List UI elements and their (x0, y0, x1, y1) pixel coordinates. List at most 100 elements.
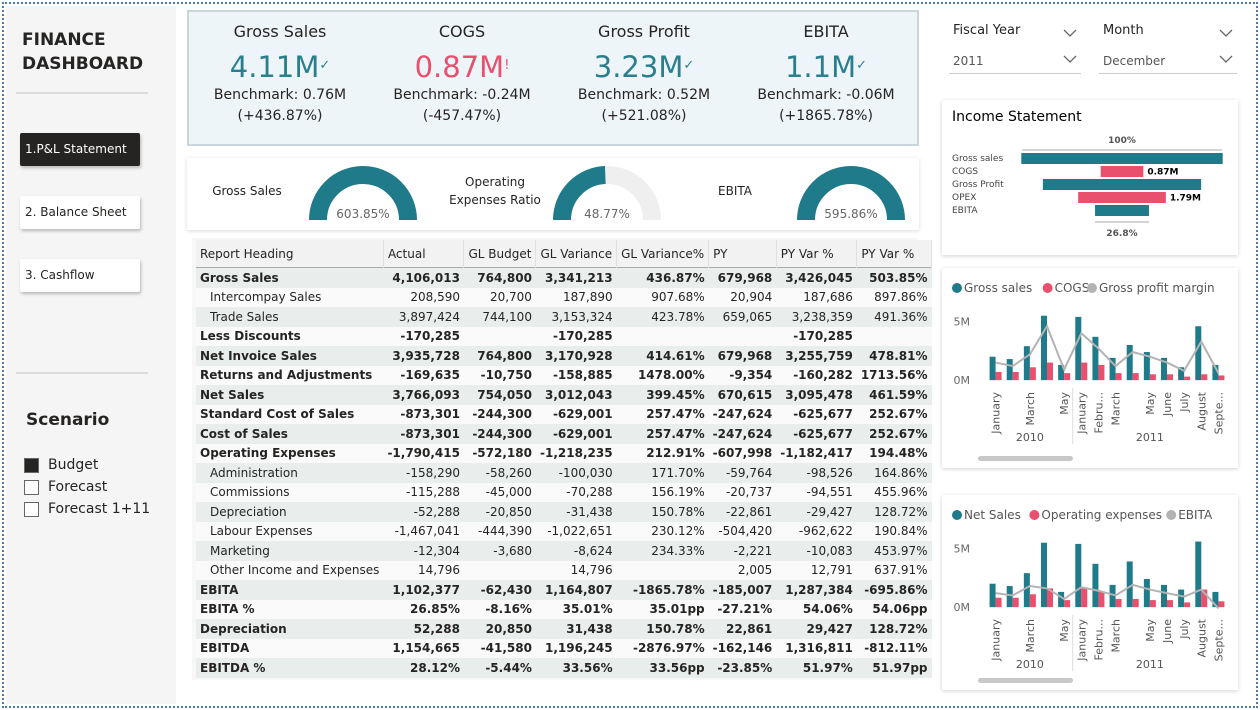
table-cell: 128.72% (869, 621, 928, 636)
table-cell: -20,737 (725, 485, 773, 500)
checkbox[interactable] (24, 479, 39, 495)
kpi-status: ! (504, 58, 510, 73)
table-cell: 150.78% (651, 504, 705, 519)
divider (16, 92, 148, 94)
table-cell: 31,438 (566, 621, 613, 636)
dropdown-value: December (1103, 54, 1166, 68)
table-cell: 2,005 (737, 563, 773, 578)
category-label: OPEX (952, 193, 976, 203)
column-header[interactable]: PY Var % (776, 240, 858, 268)
x-group-label: 2011 (1136, 658, 1164, 671)
kpi-value: 1.1M (784, 50, 857, 84)
x-tick-label: Febru... (1092, 392, 1105, 433)
chart-svg: 595.86% (797, 166, 905, 221)
option-label: Forecast (48, 479, 108, 495)
checkbox[interactable] (24, 501, 39, 517)
table-cell: -100,030 (558, 465, 613, 480)
table-row: Marketing -12,304 -3,680 -8,624 234.33% -2,22… (196, 541, 932, 561)
line (995, 324, 1220, 374)
bar (1006, 586, 1013, 608)
kpi-value-row: 0.87M! (371, 50, 553, 84)
table-cell: 20,850 (485, 621, 532, 636)
nav-button[interactable]: 3. Cashflow (20, 259, 140, 292)
scenario-option[interactable]: Budget (24, 456, 98, 474)
bar (1023, 346, 1030, 381)
kpi-title: COGS (438, 22, 486, 41)
column-header[interactable]: Report Heading (196, 240, 384, 268)
table-row: Labour Expenses -1,467,041 -444,390 -1,022,… (196, 521, 932, 541)
table-cell: -2876.97% (632, 641, 705, 656)
nav-button[interactable]: 2. Balance Sheet (20, 196, 140, 229)
table-cell: 744,100 (482, 309, 532, 324)
divider (16, 372, 148, 374)
column-header[interactable]: Actual (383, 240, 465, 268)
legend-label: Net Sales (964, 508, 1021, 522)
kpi-card: COGS 0.87M! Benchmark: -0.24M (-457.47%) (371, 12, 553, 144)
table-cell (617, 561, 709, 581)
x-tick-label: March (1024, 392, 1037, 426)
x-tick-label: January (1075, 619, 1088, 662)
table-cell: 29,427 (806, 621, 853, 636)
bar (1201, 589, 1208, 608)
scrollbar (978, 456, 1073, 461)
column-header[interactable]: PY Var % (856, 240, 933, 268)
table-cell: 3,012,043 (545, 387, 613, 402)
table-row: Returns and Adjustments -169,635 -10,750 -1… (196, 365, 932, 385)
bar (1095, 205, 1149, 216)
table-cell: 3,255,759 (785, 348, 853, 363)
legend-marker (952, 283, 962, 293)
kpi-benchmark: Benchmark: 0.52M (577, 87, 711, 103)
kpi-card: Gross Profit 3.23M✓ Benchmark: 0.52M (+521.… (553, 12, 735, 144)
kpi-value: 3.23M (593, 50, 684, 84)
column-header[interactable]: GL Variance (535, 240, 618, 268)
kpi-value-row: 3.23M✓ (553, 50, 735, 84)
table-cell: -1,790,415 (387, 446, 460, 461)
column-header[interactable]: GL Variance% (616, 240, 710, 268)
x-group-label: 2010 (1016, 431, 1044, 444)
table-cell: 171.70% (651, 465, 705, 480)
scenario-option[interactable]: Forecast 1+11 (24, 500, 150, 518)
table-cell: 230.12% (651, 524, 705, 539)
column-header[interactable]: GL Budget (463, 240, 537, 268)
table-cell: -70,288 (566, 485, 613, 500)
dropdown[interactable]: December (1099, 49, 1237, 74)
chart-title: Income Statement (952, 109, 1082, 125)
table-row: EBITDA 1,154,665 -41,580 1,196,245 -2876.97%… (196, 638, 932, 658)
dropdown[interactable]: 2011 (949, 49, 1081, 74)
kpi-change: (+436.87%) (237, 108, 323, 124)
top-label: 100% (1108, 136, 1136, 146)
filter: Fiscal Year 2011 (945, 15, 1085, 87)
bar (1098, 591, 1105, 608)
table-cell: 252.67% (869, 407, 928, 422)
x-tick-label: June (1161, 392, 1174, 417)
row-heading: Returns and Adjustments (200, 368, 373, 383)
chart-svg: Income Statement 100% Gross sales COGS 0.87M… (952, 109, 1223, 239)
kpi-value: 4.11M (229, 50, 320, 84)
scenario-option[interactable]: Forecast (24, 478, 107, 496)
column-header[interactable]: PY (708, 240, 777, 268)
dropdown-value: 2011 (953, 54, 984, 68)
gauge-value: 603.85% (336, 207, 389, 221)
chart-svg (1219, 55, 1233, 63)
table-cell: 399.45% (646, 387, 705, 402)
sidebar: FINANCE DASHBOARD 1.P&L Statement 2. Balan… (6, 6, 176, 704)
nav-button[interactable]: 1.P&L Statement (20, 133, 140, 166)
chart-svg (1063, 55, 1077, 63)
table-cell: -10,750 (480, 368, 532, 383)
table-cell: 478.81% (869, 348, 928, 363)
gauge-panel: Gross Sales 603.85% Operating Expenses Rat… (187, 158, 919, 230)
x-tick-label: Septe... (1212, 392, 1225, 434)
checkbox[interactable] (24, 457, 39, 473)
bar (1212, 364, 1219, 381)
row-heading: Less Discounts (200, 329, 301, 344)
x-tick-label: January (990, 619, 1003, 662)
table-cell: -444,390 (478, 524, 532, 539)
x-tick-label: July (1178, 619, 1191, 640)
x-tick-label: Septe... (1212, 619, 1225, 661)
table-row: Depreciation -52,288 -20,850 -31,438 150.78%… (196, 502, 932, 522)
row-heading: Depreciation (200, 621, 287, 636)
bar (1064, 373, 1071, 381)
bar (1167, 600, 1173, 608)
bar (1143, 579, 1150, 608)
table-cell: -94,551 (806, 485, 853, 500)
